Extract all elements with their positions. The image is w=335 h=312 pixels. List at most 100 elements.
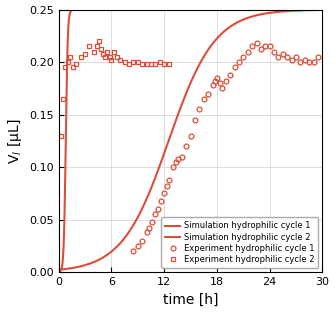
Y-axis label: V$_l$ [μL]: V$_l$ [μL]: [6, 118, 23, 163]
Simulation hydrophilic cycle 1: [100, 8, 104, 12]
Simulation hydrophilic cycle 1: [313, 8, 317, 12]
Experiment hydrophilic cycle 1: [250, 44, 254, 48]
Simulation hydrophilic cycle 2: [313, 8, 317, 12]
Experiment hydrophilic cycle 2: [68, 55, 72, 59]
Experiment hydrophilic cycle 2: [74, 62, 78, 66]
Experiment hydrophilic cycle 2: [99, 47, 103, 51]
Experiment hydrophilic cycle 1: [241, 55, 245, 59]
Line: Experiment hydrophilic cycle 1: Experiment hydrophilic cycle 1: [131, 41, 321, 253]
Experiment hydrophilic cycle 2: [112, 50, 116, 53]
Experiment hydrophilic cycle 2: [83, 52, 87, 56]
Experiment hydrophilic cycle 1: [168, 178, 172, 182]
Experiment hydrophilic cycle 2: [115, 55, 119, 59]
Experiment hydrophilic cycle 1: [263, 44, 267, 48]
Experiment hydrophilic cycle 2: [166, 62, 171, 66]
Experiment hydrophilic cycle 1: [220, 86, 224, 90]
Experiment hydrophilic cycle 2: [94, 44, 98, 48]
Experiment hydrophilic cycle 1: [150, 220, 154, 223]
Experiment hydrophilic cycle 1: [136, 244, 140, 248]
Simulation hydrophilic cycle 2: [321, 8, 325, 12]
Experiment hydrophilic cycle 1: [213, 79, 217, 83]
Experiment hydrophilic cycle 1: [156, 207, 160, 211]
Line: Simulation hydrophilic cycle 1: Simulation hydrophilic cycle 1: [59, 10, 323, 272]
Simulation hydrophilic cycle 2: [185, 90, 189, 93]
Experiment hydrophilic cycle 2: [87, 44, 91, 48]
Line: Experiment hydrophilic cycle 2: Experiment hydrophilic cycle 2: [59, 39, 171, 138]
Experiment hydrophilic cycle 1: [237, 60, 241, 64]
Experiment hydrophilic cycle 1: [285, 55, 289, 59]
Experiment hydrophilic cycle 1: [174, 160, 178, 164]
Experiment hydrophilic cycle 2: [108, 55, 112, 59]
Experiment hydrophilic cycle 2: [103, 55, 107, 59]
Simulation hydrophilic cycle 2: [264, 12, 268, 15]
Experiment hydrophilic cycle 1: [211, 83, 215, 87]
Experiment hydrophilic cycle 2: [149, 62, 153, 66]
Experiment hydrophilic cycle 2: [140, 62, 144, 66]
Experiment hydrophilic cycle 2: [153, 62, 157, 66]
Experiment hydrophilic cycle 1: [294, 55, 298, 59]
Experiment hydrophilic cycle 2: [118, 58, 122, 62]
Experiment hydrophilic cycle 2: [71, 66, 75, 69]
Experiment hydrophilic cycle 2: [123, 60, 127, 64]
Simulation hydrophilic cycle 1: [265, 8, 269, 12]
Experiment hydrophilic cycle 1: [176, 157, 180, 160]
Experiment hydrophilic cycle 1: [215, 76, 219, 80]
Experiment hydrophilic cycle 2: [162, 62, 166, 66]
Experiment hydrophilic cycle 2: [136, 60, 140, 64]
Experiment hydrophilic cycle 1: [268, 44, 272, 48]
Experiment hydrophilic cycle 2: [158, 60, 162, 64]
Experiment hydrophilic cycle 1: [232, 66, 237, 69]
Simulation hydrophilic cycle 1: [70, 8, 74, 12]
Experiment hydrophilic cycle 1: [184, 144, 188, 148]
Experiment hydrophilic cycle 1: [298, 60, 303, 64]
Experiment hydrophilic cycle 1: [281, 52, 285, 56]
Experiment hydrophilic cycle 2: [59, 134, 63, 137]
Simulation hydrophilic cycle 2: [178, 107, 182, 111]
Experiment hydrophilic cycle 1: [312, 60, 316, 64]
Experiment hydrophilic cycle 1: [131, 249, 135, 253]
Experiment hydrophilic cycle 1: [303, 58, 307, 62]
Experiment hydrophilic cycle 1: [272, 50, 276, 53]
Experiment hydrophilic cycle 2: [92, 50, 96, 53]
Experiment hydrophilic cycle 2: [131, 60, 135, 64]
Experiment hydrophilic cycle 1: [259, 47, 263, 51]
Experiment hydrophilic cycle 1: [202, 97, 206, 101]
Experiment hydrophilic cycle 1: [180, 155, 184, 158]
Experiment hydrophilic cycle 1: [246, 50, 250, 53]
Experiment hydrophilic cycle 1: [162, 192, 166, 195]
Legend: Simulation hydrophilic cycle 1, Simulation hydrophilic cycle 2, Experiment hydro: Simulation hydrophilic cycle 1, Simulati…: [161, 217, 318, 268]
Simulation hydrophilic cycle 2: [313, 8, 317, 12]
Experiment hydrophilic cycle 1: [147, 226, 151, 230]
Line: Simulation hydrophilic cycle 2: Simulation hydrophilic cycle 2: [59, 10, 323, 270]
Experiment hydrophilic cycle 1: [228, 73, 232, 76]
Experiment hydrophilic cycle 2: [97, 39, 101, 43]
Simulation hydrophilic cycle 1: [178, 8, 182, 12]
Experiment hydrophilic cycle 2: [61, 97, 65, 101]
Experiment hydrophilic cycle 2: [66, 60, 70, 64]
Experiment hydrophilic cycle 1: [255, 41, 259, 45]
Experiment hydrophilic cycle 2: [145, 62, 149, 66]
Experiment hydrophilic cycle 1: [197, 107, 201, 111]
Experiment hydrophilic cycle 1: [206, 92, 210, 95]
Experiment hydrophilic cycle 1: [159, 199, 163, 202]
Experiment hydrophilic cycle 1: [224, 79, 228, 83]
Experiment hydrophilic cycle 1: [290, 58, 294, 62]
Experiment hydrophilic cycle 1: [307, 60, 311, 64]
Experiment hydrophilic cycle 2: [63, 66, 67, 69]
Experiment hydrophilic cycle 1: [153, 212, 157, 216]
Experiment hydrophilic cycle 1: [165, 184, 169, 188]
Simulation hydrophilic cycle 1: [313, 8, 317, 12]
Experiment hydrophilic cycle 1: [189, 134, 193, 137]
Simulation hydrophilic cycle 2: [70, 266, 74, 270]
Experiment hydrophilic cycle 1: [171, 165, 175, 169]
Simulation hydrophilic cycle 2: [57, 268, 61, 272]
Simulation hydrophilic cycle 1: [321, 8, 325, 12]
Experiment hydrophilic cycle 2: [127, 62, 131, 66]
Experiment hydrophilic cycle 1: [193, 118, 197, 122]
Experiment hydrophilic cycle 2: [105, 50, 109, 53]
Experiment hydrophilic cycle 2: [100, 52, 105, 56]
Experiment hydrophilic cycle 1: [145, 230, 149, 234]
Experiment hydrophilic cycle 2: [79, 55, 83, 59]
Simulation hydrophilic cycle 1: [185, 8, 189, 12]
X-axis label: time [h]: time [h]: [163, 292, 218, 306]
